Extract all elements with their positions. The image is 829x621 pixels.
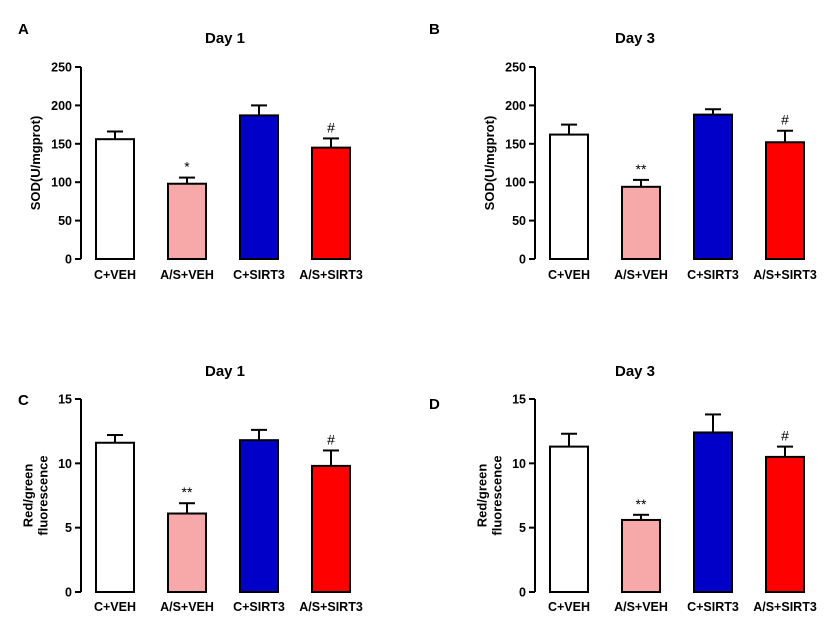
- panel-letter: C: [18, 392, 29, 409]
- bar-c-sirt3: [693, 113, 733, 260]
- y-tick-label: 10: [512, 457, 526, 471]
- y-tick-label: 100: [51, 176, 72, 190]
- x-category-label: C+VEH: [94, 268, 136, 282]
- y-tick-label: 5: [519, 521, 526, 535]
- y-tick-label: 250: [51, 61, 72, 75]
- bar-a-s-veh: [167, 512, 207, 593]
- y-tick-label: 150: [51, 137, 72, 151]
- x-category-label: C+VEH: [94, 600, 136, 614]
- bar-c-veh: [549, 133, 589, 260]
- y-tick-label: 5: [65, 521, 72, 535]
- bar-a-s-sirt3: [765, 141, 805, 261]
- significance-marker: **: [182, 484, 193, 500]
- significance-marker: *: [184, 159, 190, 175]
- y-tick-label: 15: [512, 393, 526, 407]
- y-tick-label: 15: [58, 393, 72, 407]
- x-category-label: C+SIRT3: [233, 600, 285, 614]
- x-category-label: C+VEH: [548, 268, 590, 282]
- y-tick-label: 200: [505, 99, 526, 113]
- panel-title: Day 3: [615, 30, 655, 47]
- bar-c-sirt3: [239, 114, 279, 260]
- x-category-label: A/S+VEH: [160, 600, 214, 614]
- panel-letter: B: [429, 21, 440, 38]
- y-axis-label: fluorescence: [490, 455, 505, 535]
- bar-a-s-veh: [621, 518, 661, 593]
- bar-a-s-veh: [167, 182, 207, 260]
- y-tick-label: 0: [65, 253, 72, 267]
- x-category-label: C+SIRT3: [687, 600, 739, 614]
- significance-marker: #: [327, 119, 335, 135]
- x-category-label: A/S+SIRT3: [299, 268, 363, 282]
- y-tick-label: 250: [505, 61, 526, 75]
- x-category-label: C+SIRT3: [233, 268, 285, 282]
- panel-title: Day 1: [205, 363, 245, 380]
- y-axis-label: SOD(U/mgprot): [482, 116, 497, 211]
- x-category-label: C+SIRT3: [687, 268, 739, 282]
- panel-letter: A: [18, 21, 29, 38]
- bar-a-s-sirt3: [311, 146, 351, 260]
- y-tick-label: 100: [505, 176, 526, 190]
- x-category-label: A/S+SIRT3: [753, 600, 817, 614]
- bar-a-s-veh: [621, 185, 661, 260]
- bar-a-s-sirt3: [311, 464, 351, 594]
- significance-marker: **: [636, 161, 647, 177]
- significance-marker: **: [636, 496, 647, 512]
- y-tick-label: 0: [65, 586, 72, 600]
- bar-c-veh: [95, 441, 135, 593]
- x-category-label: C+VEH: [548, 600, 590, 614]
- x-category-label: A/S+VEH: [614, 268, 668, 282]
- significance-marker: #: [781, 428, 789, 444]
- significance-marker: #: [781, 112, 789, 128]
- panel-letter: D: [429, 396, 440, 413]
- y-axis-label: SOD(U/mgprot): [28, 116, 43, 211]
- x-category-label: A/S+SIRT3: [753, 268, 817, 282]
- y-tick-label: 10: [58, 457, 72, 471]
- bar-c-veh: [95, 138, 135, 260]
- x-category-label: A/S+SIRT3: [299, 600, 363, 614]
- y-tick-label: 50: [512, 214, 526, 228]
- y-tick-label: 200: [51, 99, 72, 113]
- y-axis-label: fluorescence: [36, 455, 51, 535]
- x-category-label: A/S+VEH: [160, 268, 214, 282]
- bar-c-sirt3: [693, 431, 733, 593]
- bar-c-sirt3: [239, 439, 279, 593]
- y-axis-label: Red/green: [21, 464, 36, 528]
- significance-marker: #: [327, 431, 335, 447]
- y-tick-label: 50: [58, 214, 72, 228]
- y-axis-label: Red/green: [475, 464, 490, 528]
- bar-a-s-sirt3: [765, 455, 805, 593]
- x-category-label: A/S+VEH: [614, 600, 668, 614]
- y-tick-label: 0: [519, 253, 526, 267]
- panel-title: Day 3: [615, 363, 655, 380]
- y-tick-label: 150: [505, 137, 526, 151]
- panel-title: Day 1: [205, 30, 245, 47]
- bar-c-veh: [549, 445, 589, 593]
- y-tick-label: 0: [519, 586, 526, 600]
